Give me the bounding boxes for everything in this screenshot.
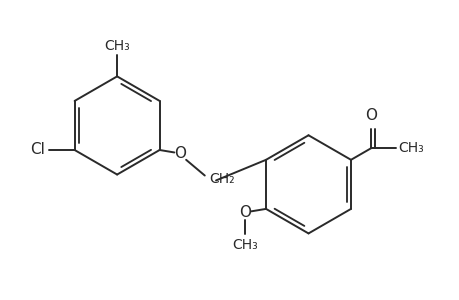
- Text: CH₂: CH₂: [209, 172, 235, 186]
- Text: CH₃: CH₃: [397, 141, 423, 155]
- Text: Cl: Cl: [30, 142, 45, 158]
- Text: O: O: [174, 146, 186, 161]
- Text: CH₃: CH₃: [104, 39, 130, 53]
- Text: O: O: [364, 107, 376, 122]
- Text: O: O: [239, 205, 251, 220]
- Text: CH₃: CH₃: [232, 238, 257, 252]
